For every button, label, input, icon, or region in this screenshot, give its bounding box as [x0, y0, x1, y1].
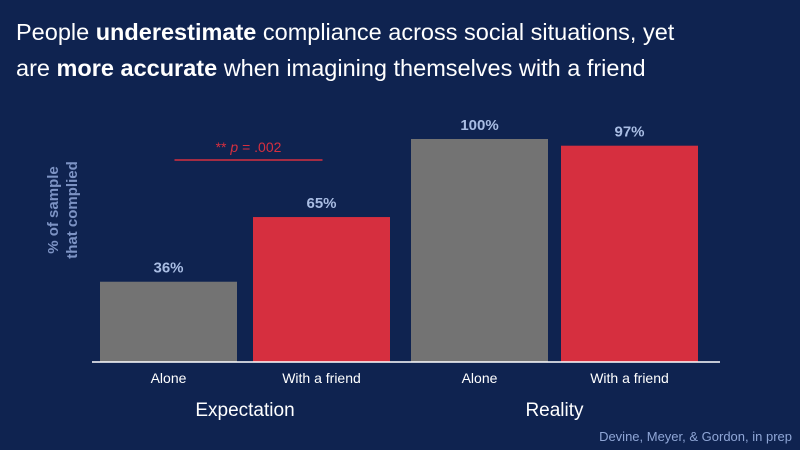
data-label: 100% — [460, 117, 498, 134]
bar — [411, 139, 548, 362]
bar — [100, 281, 237, 362]
title-line1-post: compliance across social situations, yet — [256, 19, 675, 45]
category-label: Alone — [462, 370, 498, 386]
data-label: 97% — [614, 124, 644, 141]
data-label: 65% — [306, 195, 336, 212]
title-line2-pre: are — [16, 55, 57, 81]
category-label: With a friend — [590, 370, 669, 386]
title-line1-pre: People — [16, 19, 96, 45]
group-label: Reality — [525, 400, 584, 421]
data-label: 36% — [153, 260, 183, 277]
bar — [253, 217, 390, 362]
significance-label: ** p = .002 — [216, 139, 282, 155]
source-citation: Devine, Meyer, & Gordon, in prep — [599, 429, 792, 444]
chart-title: People underestimate compliance across s… — [16, 14, 791, 86]
title-line2-post: when imagining themselves with a friend — [217, 55, 646, 81]
title-line2-emphasis: more accurate — [56, 55, 218, 81]
group-label: Expectation — [195, 400, 294, 421]
category-label: Alone — [151, 370, 187, 386]
bar — [561, 145, 698, 362]
title-line1-emphasis: underestimate — [95, 19, 257, 45]
category-label: With a friend — [282, 370, 361, 386]
